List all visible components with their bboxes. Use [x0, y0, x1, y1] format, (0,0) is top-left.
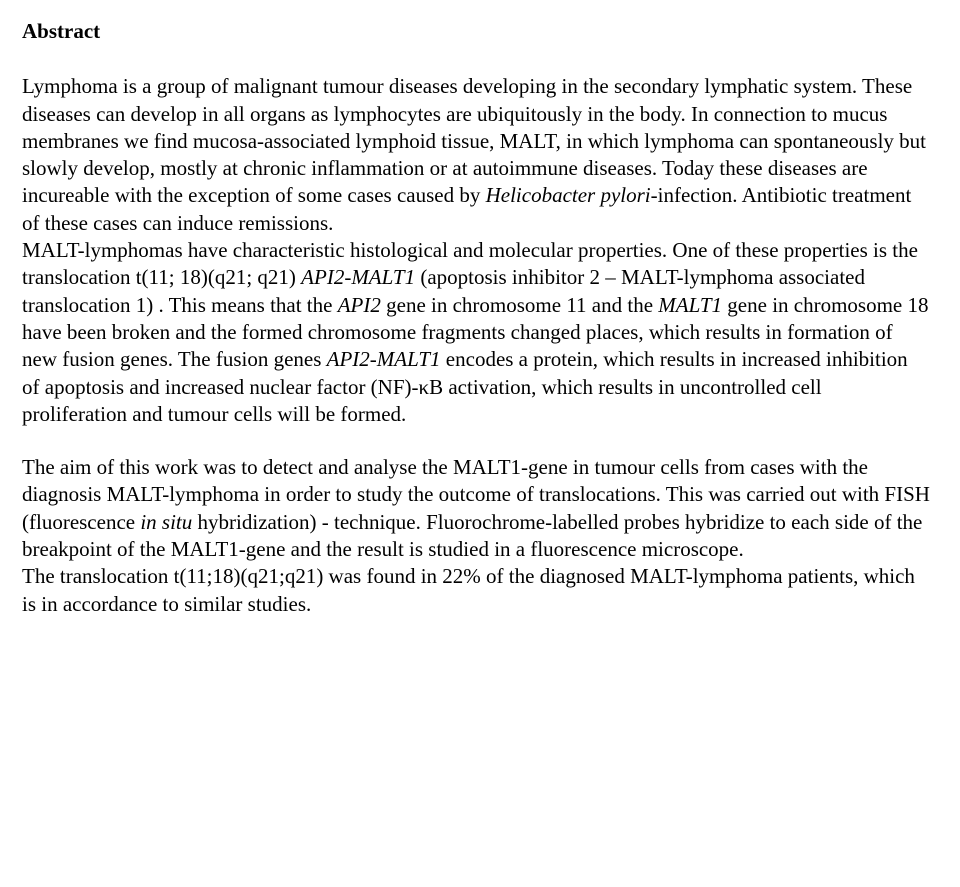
p1-italic-helicobacter: Helicobacter pylori- [486, 183, 658, 207]
p1-italic-api2: API2 [338, 293, 381, 317]
abstract-paragraph-2: The aim of this work was to detect and a… [22, 454, 930, 618]
p2-italic-insitu: in situ [140, 510, 192, 534]
p1-italic-api2malt1-b: API2-MALT1 [327, 347, 441, 371]
p1-italic-api2malt1-a: API2-MALT1 [301, 265, 415, 289]
abstract-heading: Abstract [22, 18, 930, 45]
p2-text-3: The translocation t(11;18)(q21;q21) was … [22, 564, 915, 615]
p1-text-5: gene in chromosome 11 and the [381, 293, 658, 317]
p1-italic-malt1: MALT1 [658, 293, 722, 317]
abstract-paragraph-1: Lymphoma is a group of malignant tumour … [22, 73, 930, 428]
